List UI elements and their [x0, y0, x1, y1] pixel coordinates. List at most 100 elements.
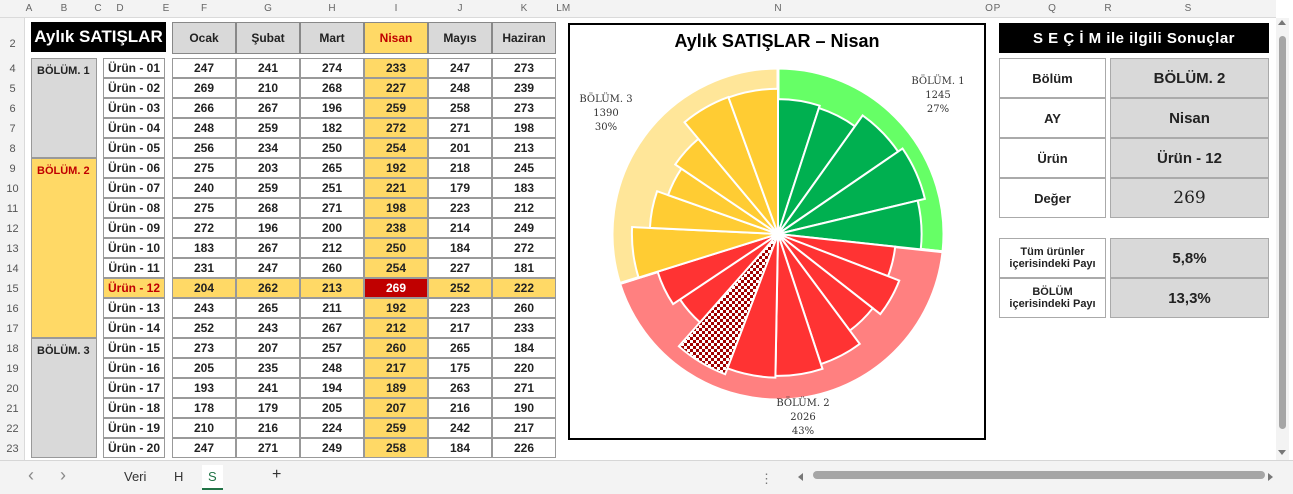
- table-cell[interactable]: 243: [236, 318, 300, 338]
- table-cell[interactable]: 181: [492, 258, 556, 278]
- month-header[interactable]: Mayıs: [428, 22, 492, 54]
- row-number[interactable]: 5: [9, 83, 16, 95]
- table-cell[interactable]: 182: [300, 118, 364, 138]
- row-number[interactable]: 13: [6, 243, 19, 255]
- vertical-scrollbar[interactable]: [1276, 18, 1289, 460]
- table-cell[interactable]: 256: [172, 138, 236, 158]
- table-cell[interactable]: 247: [172, 438, 236, 458]
- column-letter[interactable]: D: [116, 3, 124, 14]
- section-cell-selected[interactable]: BÖLÜM. 2: [31, 158, 97, 338]
- month-header[interactable]: Haziran: [492, 22, 556, 54]
- table-cell[interactable]: 193: [172, 378, 236, 398]
- table-cell[interactable]: 175: [428, 358, 492, 378]
- result-label-product[interactable]: Ürün: [999, 138, 1106, 178]
- table-cell[interactable]: 266: [172, 98, 236, 118]
- product-cell[interactable]: Ürün - 01: [103, 58, 165, 78]
- table-cell[interactable]: 260: [364, 338, 428, 358]
- row-number[interactable]: 17: [6, 323, 19, 335]
- table-cell[interactable]: 213: [300, 278, 364, 298]
- table-cell[interactable]: 179: [236, 398, 300, 418]
- table-cell[interactable]: 217: [428, 318, 492, 338]
- product-cell[interactable]: Ürün - 18: [103, 398, 165, 418]
- table-cell[interactable]: 220: [492, 358, 556, 378]
- table-cell[interactable]: 268: [300, 78, 364, 98]
- table-cell[interactable]: 227: [428, 258, 492, 278]
- table-cell[interactable]: 240: [172, 178, 236, 198]
- table-cell[interactable]: 263: [428, 378, 492, 398]
- table-cell[interactable]: 271: [300, 198, 364, 218]
- column-letter[interactable]: A: [25, 3, 33, 14]
- table-cell[interactable]: 207: [236, 338, 300, 358]
- month-header[interactable]: Ocak: [172, 22, 236, 54]
- column-letter[interactable]: J: [457, 3, 463, 14]
- section-cell[interactable]: BÖLÜM. 1: [31, 58, 97, 158]
- table-cell[interactable]: 271: [236, 438, 300, 458]
- table-cell[interactable]: 252: [172, 318, 236, 338]
- chart-slice[interactable]: [777, 147, 927, 235]
- table-cell[interactable]: 260: [492, 298, 556, 318]
- product-cell[interactable]: Ürün - 02: [103, 78, 165, 98]
- table-cell[interactable]: 184: [428, 438, 492, 458]
- table-cell[interactable]: 271: [428, 118, 492, 138]
- product-cell[interactable]: Ürün - 20: [103, 438, 165, 458]
- product-cell[interactable]: Ürün - 08: [103, 198, 165, 218]
- table-cell[interactable]: 212: [300, 238, 364, 258]
- tab-nav-prev-icon[interactable]: ‹: [28, 465, 34, 485]
- result-label-value[interactable]: Değer: [999, 178, 1106, 218]
- table-cell[interactable]: 198: [364, 198, 428, 218]
- table-cell[interactable]: 254: [364, 138, 428, 158]
- row-number[interactable]: 23: [6, 443, 19, 455]
- scroll-down-icon[interactable]: [1278, 450, 1286, 455]
- chart-slice-selected[interactable]: [677, 233, 779, 376]
- row-number[interactable]: 9: [9, 163, 16, 175]
- scroll-left-icon[interactable]: [798, 473, 803, 481]
- row-number[interactable]: 4: [9, 63, 16, 75]
- table-cell[interactable]: 189: [364, 378, 428, 398]
- section-cell[interactable]: BÖLÜM. 3: [31, 338, 97, 458]
- table-cell[interactable]: 212: [492, 198, 556, 218]
- table-cell[interactable]: 272: [492, 238, 556, 258]
- table-cell[interactable]: 200: [300, 218, 364, 238]
- column-letter[interactable]: K: [520, 3, 528, 14]
- table-cell[interactable]: 190: [492, 398, 556, 418]
- table-cell[interactable]: 268: [236, 198, 300, 218]
- table-cell[interactable]: 275: [172, 158, 236, 178]
- product-cell[interactable]: Ürün - 04: [103, 118, 165, 138]
- result-value-section[interactable]: BÖLÜM. 2: [1110, 58, 1269, 98]
- vertical-scroll-thumb[interactable]: [1279, 36, 1286, 429]
- product-cell[interactable]: Ürün - 14: [103, 318, 165, 338]
- table-cell[interactable]: 273: [172, 338, 236, 358]
- share-section-value[interactable]: 13,3%: [1110, 278, 1269, 318]
- row-number[interactable]: 11: [6, 203, 19, 215]
- row-number[interactable]: 7: [9, 123, 16, 135]
- table-cell[interactable]: 245: [492, 158, 556, 178]
- result-value-product[interactable]: Ürün - 12: [1110, 138, 1269, 178]
- table-cell[interactable]: 269: [172, 78, 236, 98]
- table-cell[interactable]: 259: [236, 178, 300, 198]
- tab-nav-next-icon[interactable]: ›: [60, 465, 66, 485]
- table-cell[interactable]: 251: [300, 178, 364, 198]
- chart-slice[interactable]: [630, 226, 779, 279]
- table-cell[interactable]: 233: [364, 58, 428, 78]
- table-cell[interactable]: 267: [236, 238, 300, 258]
- table-cell[interactable]: 216: [428, 398, 492, 418]
- table-cell[interactable]: 183: [172, 238, 236, 258]
- column-letter[interactable]: Q: [1048, 3, 1056, 14]
- row-number[interactable]: 21: [6, 403, 19, 415]
- column-letter[interactable]: P: [993, 3, 1001, 14]
- tab-h[interactable]: H: [174, 469, 184, 484]
- result-label-section[interactable]: Bölüm: [999, 58, 1106, 98]
- column-letter[interactable]: L: [556, 3, 562, 14]
- table-cell[interactable]: 265: [236, 298, 300, 318]
- table-cell[interactable]: 184: [492, 338, 556, 358]
- table-cell[interactable]: 249: [300, 438, 364, 458]
- table-cell[interactable]: 204: [172, 278, 236, 298]
- table-cell[interactable]: 238: [364, 218, 428, 238]
- table-cell[interactable]: 247: [172, 58, 236, 78]
- table-cell[interactable]: 217: [364, 358, 428, 378]
- table-cell[interactable]: 239: [492, 78, 556, 98]
- column-letter[interactable]: B: [60, 3, 68, 14]
- table-cell[interactable]: 249: [492, 218, 556, 238]
- product-cell[interactable]: Ürün - 19: [103, 418, 165, 438]
- table-cell[interactable]: 247: [236, 258, 300, 278]
